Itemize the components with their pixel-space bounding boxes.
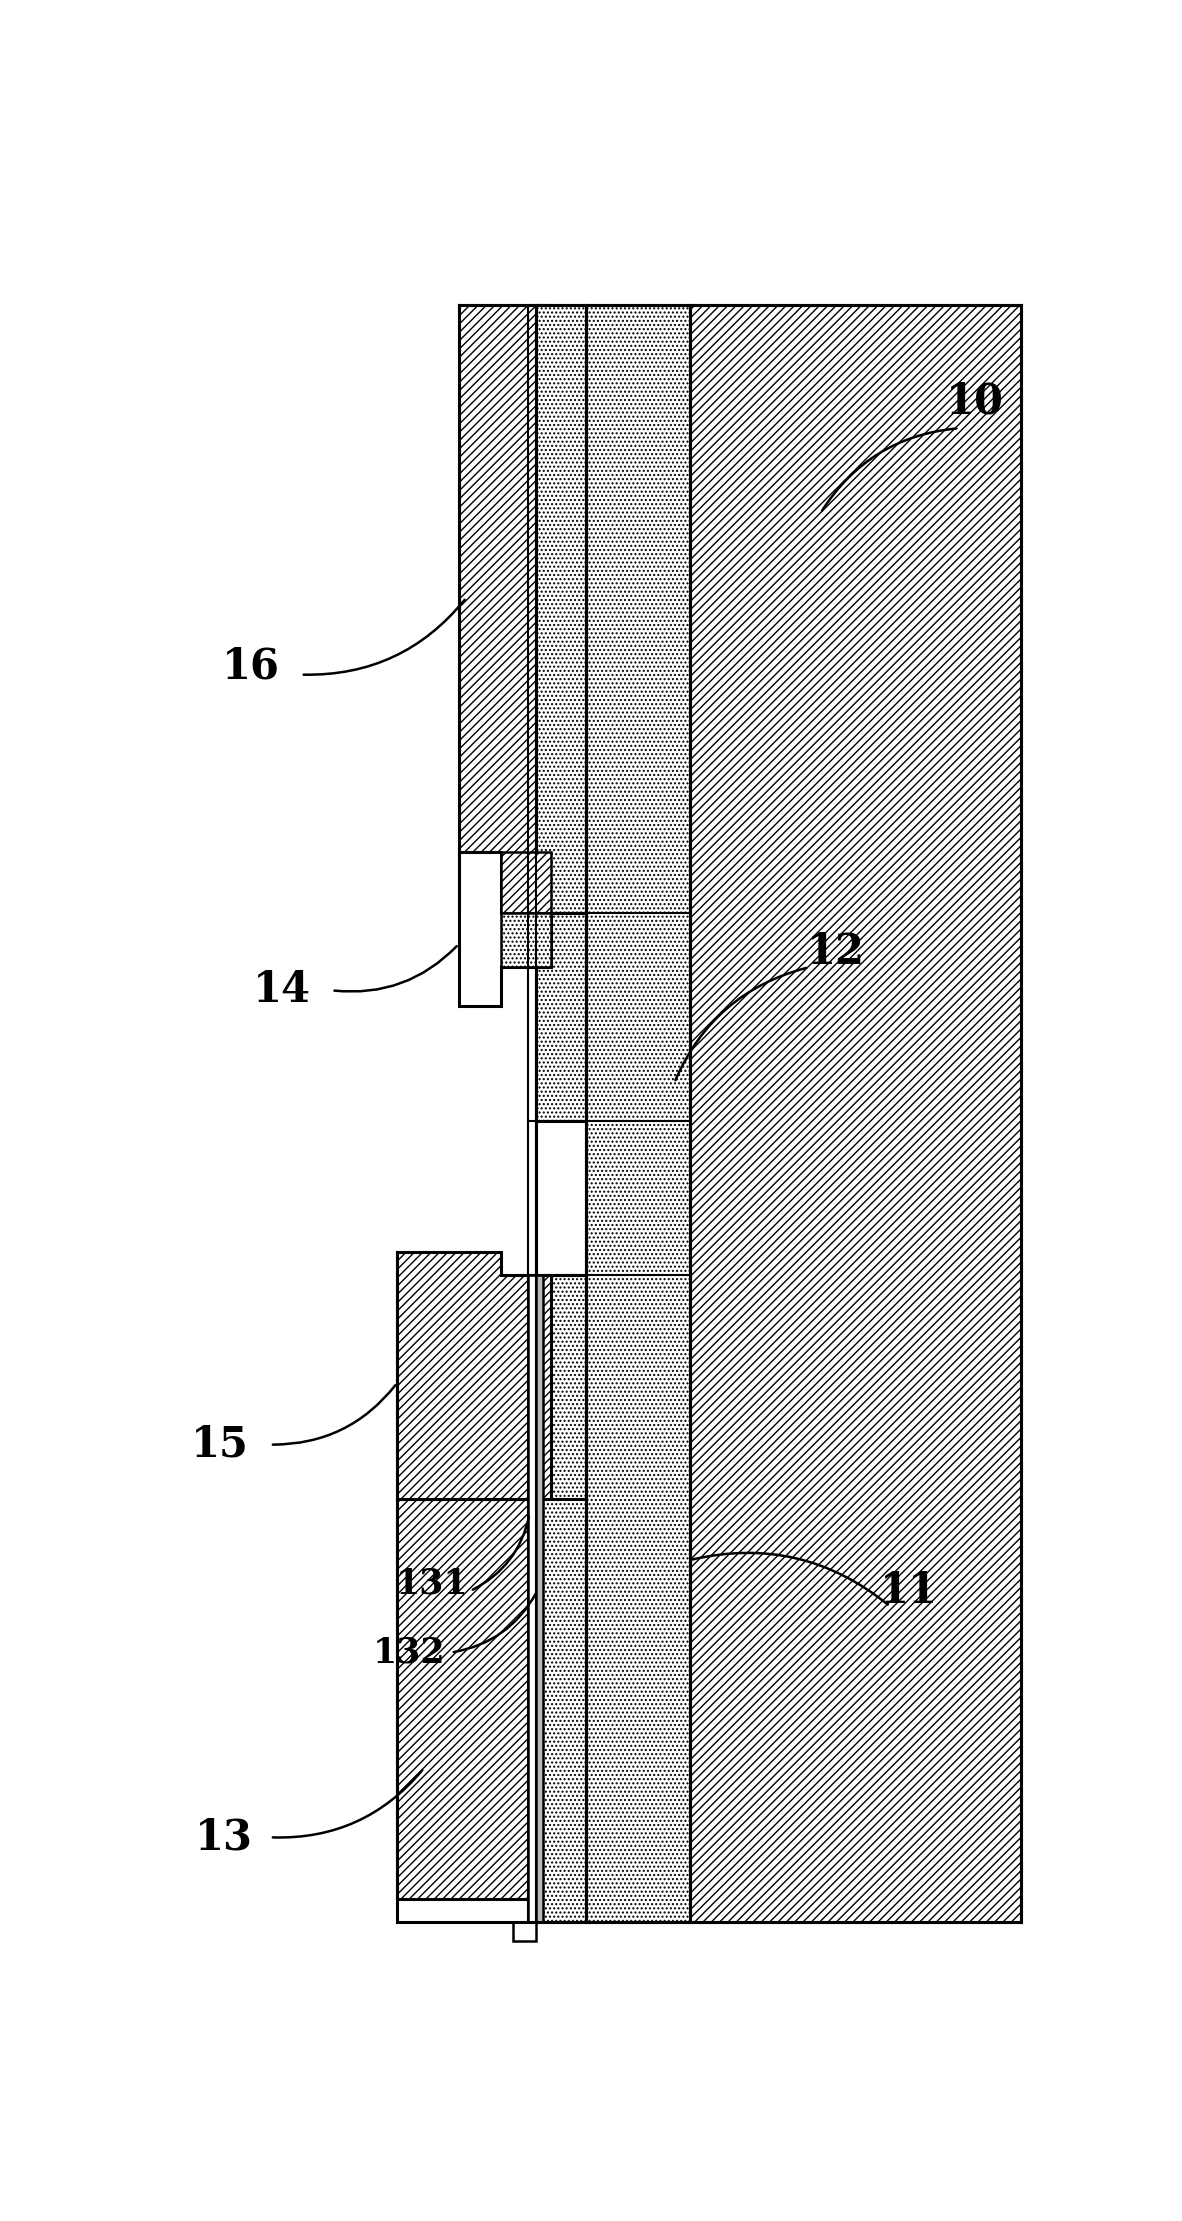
Text: 13: 13: [195, 1817, 253, 1859]
Bar: [690, 304, 1021, 1921]
Bar: [535, 304, 586, 913]
Polygon shape: [513, 1921, 535, 1941]
Text: 15: 15: [191, 1424, 249, 1466]
Polygon shape: [501, 851, 551, 913]
Bar: [528, 1275, 535, 1921]
Bar: [535, 1275, 586, 1499]
Bar: [586, 304, 690, 1921]
Text: 131: 131: [396, 1566, 468, 1599]
Bar: [397, 1499, 551, 1899]
Text: 14: 14: [253, 968, 311, 1011]
Text: 10: 10: [946, 380, 1004, 422]
Bar: [535, 1122, 586, 1275]
Polygon shape: [459, 851, 551, 1006]
Bar: [459, 304, 551, 913]
Bar: [535, 1499, 586, 1921]
Text: 16: 16: [222, 646, 280, 689]
Bar: [535, 913, 586, 1122]
Text: 11: 11: [881, 1570, 939, 1612]
Bar: [535, 1275, 544, 1921]
Text: 132: 132: [372, 1635, 444, 1670]
Polygon shape: [397, 1253, 551, 1499]
Polygon shape: [501, 913, 551, 966]
Text: 12: 12: [807, 931, 865, 973]
